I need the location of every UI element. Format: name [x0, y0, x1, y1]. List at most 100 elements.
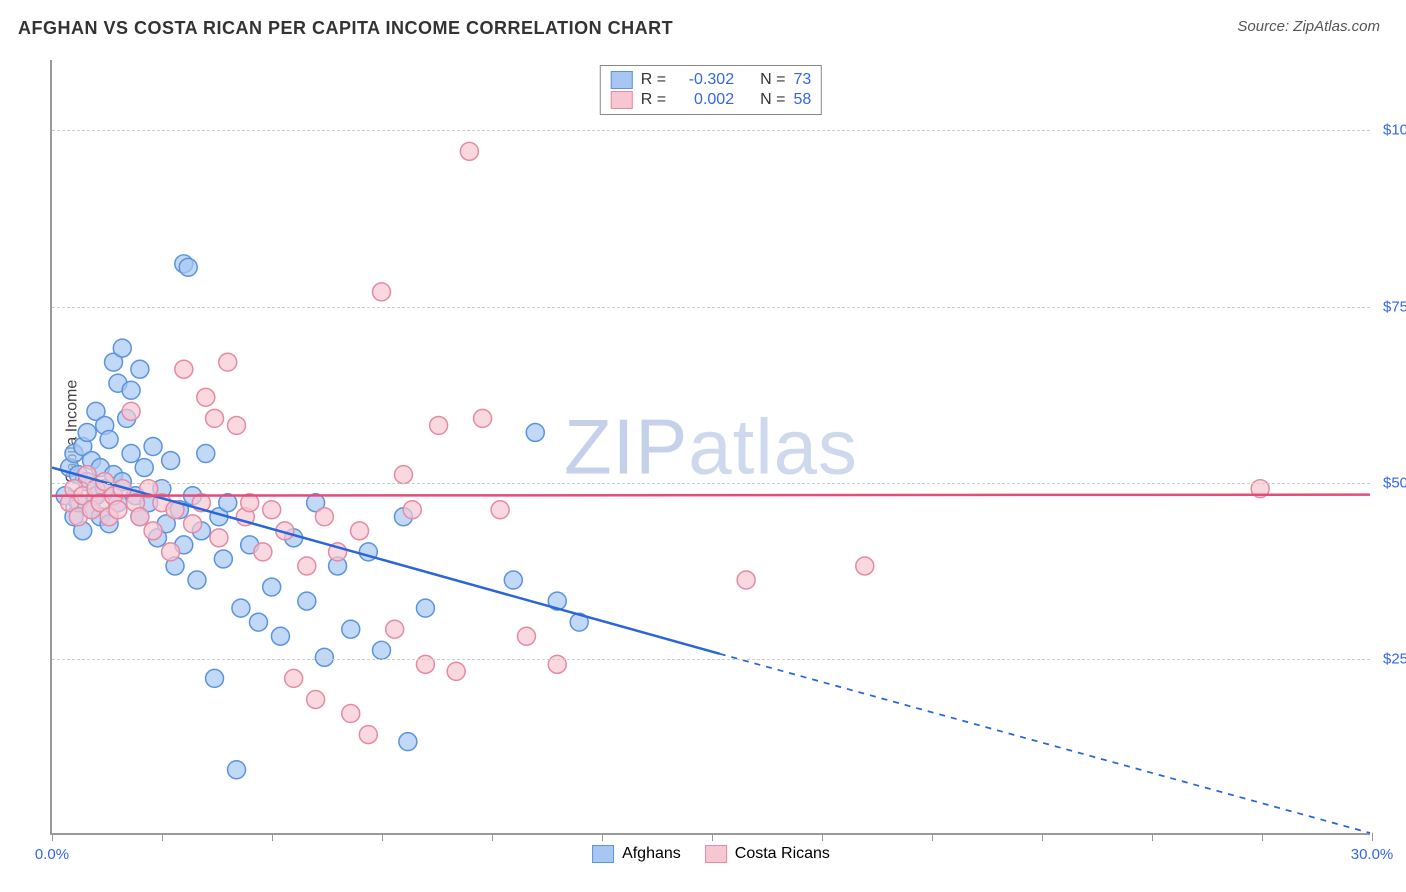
- scatter-point: [399, 733, 417, 751]
- gridline: [52, 483, 1370, 484]
- scatter-point: [254, 543, 272, 561]
- legend-series-item: Costa Ricans: [705, 845, 830, 863]
- scatter-point: [373, 283, 391, 301]
- scatter-point: [263, 578, 281, 596]
- scatter-point: [271, 627, 289, 645]
- scatter-point: [113, 339, 131, 357]
- scatter-point: [100, 430, 118, 448]
- scatter-point: [78, 423, 96, 441]
- scatter-point: [430, 416, 448, 434]
- legend-series-item: Afghans: [592, 845, 681, 863]
- scatter-point: [144, 522, 162, 540]
- scatter-point: [131, 360, 149, 378]
- x-tick: [1152, 833, 1153, 841]
- legend-series-label: Costa Ricans: [735, 845, 830, 863]
- scatter-point: [373, 641, 391, 659]
- scatter-point: [122, 445, 140, 463]
- scatter-point: [122, 402, 140, 420]
- x-tick: [162, 833, 163, 841]
- y-tick-label: $50,000: [1375, 474, 1406, 491]
- scatter-point: [122, 381, 140, 399]
- gridline: [52, 659, 1370, 660]
- legend-correlation-row: R = -0.302 N = 73: [611, 70, 811, 90]
- scatter-point: [210, 529, 228, 547]
- scatter-point: [298, 557, 316, 575]
- legend-series: Afghans Costa Ricans: [592, 845, 830, 863]
- scatter-point: [315, 508, 333, 526]
- chart-title: AFGHAN VS COSTA RICAN PER CAPITA INCOME …: [18, 18, 673, 39]
- x-tick: [932, 833, 933, 841]
- scatter-point: [856, 557, 874, 575]
- y-tick-label: $75,000: [1375, 298, 1406, 315]
- y-tick-label: $25,000: [1375, 650, 1406, 667]
- gridline: [52, 307, 1370, 308]
- scatter-point: [403, 501, 421, 519]
- scatter-point: [447, 662, 465, 680]
- scatter-point: [460, 142, 478, 160]
- scatter-point: [386, 620, 404, 638]
- scatter-point: [342, 620, 360, 638]
- scatter-point: [206, 669, 224, 687]
- x-tick: [712, 833, 713, 841]
- y-tick-label: $100,000: [1375, 122, 1406, 139]
- scatter-point: [416, 599, 434, 617]
- legend-n-value: 58: [793, 91, 811, 109]
- legend-n-value: 73: [793, 71, 811, 89]
- chart-container: AFGHAN VS COSTA RICAN PER CAPITA INCOME …: [0, 0, 1406, 892]
- source-prefix: Source:: [1237, 18, 1293, 35]
- scatter-point: [394, 466, 412, 484]
- scatter-point: [184, 515, 202, 533]
- source-name: ZipAtlas.com: [1293, 18, 1380, 35]
- source-attribution: Source: ZipAtlas.com: [1237, 18, 1380, 35]
- scatter-point: [285, 669, 303, 687]
- scatter-point: [219, 353, 237, 371]
- x-tick: [602, 833, 603, 841]
- scatter-point: [517, 627, 535, 645]
- x-tick: [492, 833, 493, 841]
- scatter-point: [197, 388, 215, 406]
- scatter-point: [737, 571, 755, 589]
- x-tick-label: 30.0%: [1351, 846, 1394, 863]
- legend-swatch: [611, 91, 633, 109]
- scatter-point: [351, 522, 369, 540]
- legend-correlation-row: R =0.002N =58: [611, 90, 811, 110]
- legend-correlation: R =-0.302N =73R =0.002N =58: [600, 65, 822, 115]
- legend-r-value: -0.302: [674, 71, 734, 89]
- legend-n-label: N =: [760, 71, 785, 89]
- scatter-point: [474, 409, 492, 427]
- legend-series-label: Afghans: [622, 845, 681, 863]
- scatter-point: [263, 501, 281, 519]
- scatter-point: [162, 543, 180, 561]
- chart-svg: [52, 60, 1370, 833]
- legend-r-label: R =: [641, 71, 666, 89]
- scatter-point: [214, 550, 232, 568]
- scatter-point: [197, 445, 215, 463]
- plot-area: ZIPatlas R =-0.302N =73R =0.002N =58 Afg…: [50, 60, 1370, 835]
- x-tick-label: 0.0%: [35, 846, 69, 863]
- scatter-point: [144, 438, 162, 456]
- scatter-point: [179, 258, 197, 276]
- scatter-point: [250, 613, 268, 631]
- legend-n-label: N =: [760, 91, 785, 109]
- scatter-point: [232, 599, 250, 617]
- scatter-point: [135, 459, 153, 477]
- scatter-point: [228, 416, 246, 434]
- x-tick: [382, 833, 383, 841]
- scatter-point: [206, 409, 224, 427]
- scatter-point: [526, 423, 544, 441]
- x-tick: [1042, 833, 1043, 841]
- scatter-point: [359, 726, 377, 744]
- scatter-point: [175, 360, 193, 378]
- x-tick: [822, 833, 823, 841]
- scatter-point: [307, 691, 325, 709]
- legend-swatch: [705, 845, 727, 863]
- legend-swatch: [611, 71, 633, 89]
- scatter-point: [504, 571, 522, 589]
- legend-r-label: R =: [641, 91, 666, 109]
- trend-line: [52, 495, 1370, 496]
- scatter-point: [315, 648, 333, 666]
- scatter-point: [162, 452, 180, 470]
- trend-line-extrapolated: [720, 654, 1370, 833]
- scatter-point: [109, 501, 127, 519]
- x-tick: [272, 833, 273, 841]
